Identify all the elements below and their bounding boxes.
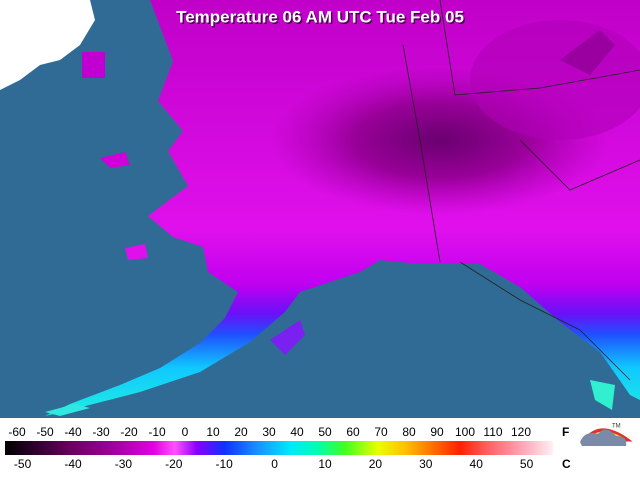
island-kodiak — [270, 320, 305, 355]
fahrenheit-label: 80 — [402, 425, 416, 439]
fahrenheit-label: 0 — [182, 425, 189, 439]
celsius-label: 10 — [318, 457, 332, 471]
fahrenheit-label: -40 — [64, 425, 82, 439]
celsius-label: 20 — [369, 457, 383, 471]
land-chukotka — [82, 52, 105, 78]
celsius-label: 0 — [271, 457, 278, 471]
color-scale-bar — [5, 441, 553, 455]
fahrenheit-label: 110 — [483, 425, 502, 439]
celsius-unit: C — [562, 457, 571, 471]
logo: TM — [580, 424, 633, 446]
title: Temperature 06 AM UTC Tue Feb 05 — [176, 7, 464, 26]
fahrenheit-label: -20 — [120, 425, 138, 439]
island-panhandle — [590, 380, 615, 410]
fahrenheit-label: 70 — [374, 425, 388, 439]
celsius-label: 50 — [520, 457, 534, 471]
fahrenheit-label: -10 — [148, 425, 166, 439]
island-arctic — [560, 30, 615, 75]
fahrenheit-label: -30 — [92, 425, 110, 439]
celsius-label: 30 — [419, 457, 433, 471]
celsius-label: -50 — [14, 457, 32, 471]
celsius-label: -20 — [165, 457, 183, 471]
title-shadow: Temperature 06 AM UTC Tue Feb 05 — [178, 9, 466, 28]
fahrenheit-label: -50 — [36, 425, 54, 439]
fahrenheit-label: 120 — [511, 425, 531, 439]
fahrenheit-label: -60 — [8, 425, 26, 439]
celsius-labels: -50 -40 -30 -20 -10 0 10 20 30 40 50 — [14, 457, 534, 471]
borders — [402, 0, 640, 381]
celsius-label: 40 — [470, 457, 484, 471]
fahrenheit-label: 50 — [318, 425, 332, 439]
celsius-label: -40 — [64, 457, 82, 471]
island-aleutian — [45, 404, 90, 416]
no-data-land — [0, 0, 95, 90]
island-st-lawrence — [100, 152, 130, 168]
fahrenheit-label: 10 — [206, 425, 220, 439]
logo-mark: TM — [612, 424, 621, 430]
fahrenheit-label: 30 — [262, 425, 276, 439]
fahrenheit-label: 60 — [346, 425, 360, 439]
fahrenheit-label: 20 — [234, 425, 248, 439]
fahrenheit-unit: F — [562, 425, 569, 439]
celsius-label: -30 — [115, 457, 133, 471]
fahrenheit-label: 40 — [290, 425, 304, 439]
island-nunivak — [125, 244, 148, 260]
fahrenheit-label: 100 — [455, 425, 475, 439]
celsius-label: -10 — [216, 457, 234, 471]
fahrenheit-label: 90 — [430, 425, 444, 439]
fahrenheit-labels: -60 -50 -40 -30 -20 -10 0 10 20 30 40 50 60 70 80 90 100… — [8, 425, 531, 439]
